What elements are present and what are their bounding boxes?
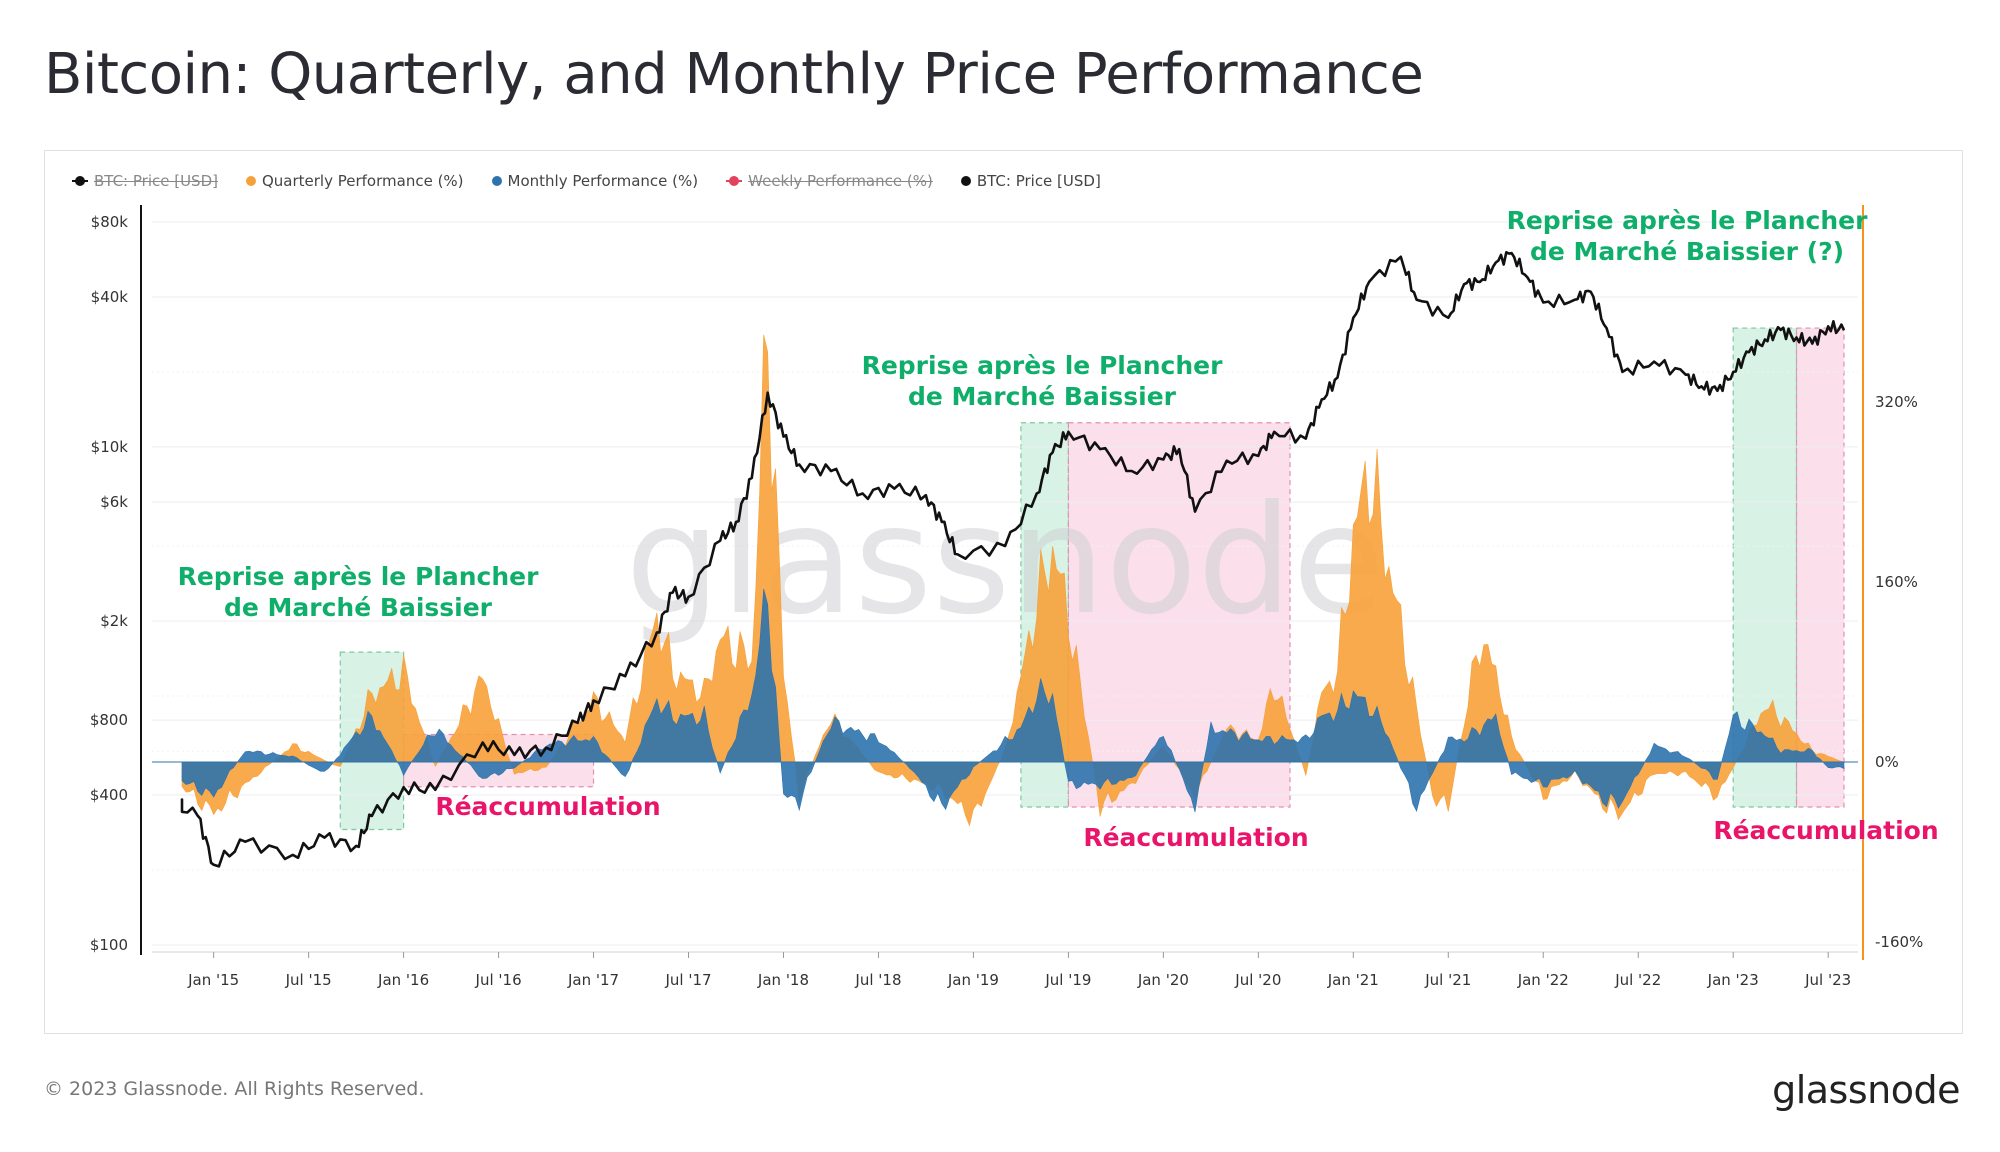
- y-right-tick-label: 0%: [1875, 753, 1899, 771]
- legend-label: BTC: Price [USD]: [94, 172, 218, 190]
- x-tick-label: Jan '22: [1517, 971, 1569, 989]
- series-area-monthly: [181, 588, 1845, 813]
- watermark-text: glassnode: [625, 474, 1384, 648]
- y-left-tick-label: $40k: [91, 288, 129, 306]
- x-tick-label: Jul '20: [1234, 971, 1281, 989]
- x-tick-label: Jan '21: [1327, 971, 1379, 989]
- annotation-zone-pink: [1795, 327, 1845, 808]
- legend-marker-dot: [491, 176, 502, 186]
- glassnode-logo: glassnode: [1772, 1068, 1960, 1112]
- x-tick-label: Jul '19: [1044, 971, 1091, 989]
- chart-legend: BTC: Price [USD] Quarterly Performance (…: [72, 170, 1101, 192]
- y-left-tick-label: $6k: [100, 493, 128, 511]
- legend-label: BTC: Price [USD]: [976, 172, 1101, 190]
- x-tick-label: Jul '18: [854, 971, 901, 989]
- x-tick-label: Jul '22: [1614, 971, 1661, 989]
- y-left-tick-label: $2k: [100, 612, 128, 630]
- legend-marker-dot: [960, 176, 971, 186]
- legend-item-monthly[interactable]: Monthly Performance (%): [491, 172, 699, 190]
- legend-item-weekly-hidden[interactable]: Weekly Performance (%): [726, 172, 933, 190]
- x-tick-label: Jan '15: [187, 971, 239, 989]
- annotation-label-recovery: Reprise après le Plancher: [178, 562, 540, 591]
- x-tick-label: Jul '16: [475, 971, 522, 989]
- y-right-tick-label: -160%: [1875, 933, 1923, 951]
- annotation-label-recovery-line2: de Marché Baissier: [908, 382, 1177, 411]
- legend-label: Quarterly Performance (%): [261, 172, 464, 190]
- x-tick-label: Jul '15: [285, 971, 332, 989]
- legend-marker-line-dot: [72, 176, 88, 186]
- annotation-label-reaccumulation: Réaccumulation: [1083, 823, 1308, 852]
- legend-marker-line-dot: [726, 176, 743, 186]
- y-left-tick-label: $800: [90, 711, 128, 729]
- copyright-text: © 2023 Glassnode. All Rights Reserved.: [44, 1078, 425, 1100]
- y-right-tick-label: 160%: [1875, 573, 1918, 591]
- annotation-label-reaccumulation: Réaccumulation: [435, 792, 660, 821]
- y-right-tick-label: 320%: [1875, 393, 1918, 411]
- legend-item-btc-price-hidden[interactable]: BTC: Price [USD]: [72, 172, 218, 190]
- x-tick-label: Jan '17: [567, 971, 619, 989]
- x-tick-label: Jan '23: [1707, 971, 1759, 989]
- annotation-label-recovery-line2: de Marché Baissier: [224, 593, 493, 622]
- annotation-label-recovery-line2: de Marché Baissier (?): [1530, 237, 1844, 266]
- annotation-label-reaccumulation: Réaccumulation: [1713, 816, 1938, 845]
- x-tick-label: Jul '21: [1424, 971, 1471, 989]
- x-tick-label: Jan '20: [1137, 971, 1189, 989]
- x-tick-label: Jan '18: [757, 971, 809, 989]
- annotation-label-recovery: Reprise après le Plancher: [1507, 206, 1869, 235]
- legend-marker-dot: [245, 176, 256, 186]
- y-left-tick-label: $10k: [91, 438, 129, 456]
- legend-label: Weekly Performance (%): [748, 172, 933, 190]
- legend-item-btc-price[interactable]: BTC: Price [USD]: [960, 172, 1101, 190]
- x-tick-label: Jul '17: [664, 971, 711, 989]
- y-left-tick-label: $100: [90, 936, 128, 954]
- x-tick-label: Jan '19: [947, 971, 999, 989]
- series-line-btc-price: [180, 251, 1846, 868]
- page-title: Bitcoin: Quarterly, and Monthly Price Pe…: [44, 42, 1424, 107]
- gridlines: [152, 221, 1858, 946]
- y-left-tick-label: $80k: [91, 213, 129, 231]
- x-tick-label: Jan '16: [377, 971, 429, 989]
- legend-item-quarterly[interactable]: Quarterly Performance (%): [245, 172, 464, 190]
- annotation-label-recovery: Reprise après le Plancher: [862, 351, 1224, 380]
- x-tick-label: Jul '23: [1804, 971, 1851, 989]
- y-left-tick-label: $400: [90, 786, 128, 804]
- legend-label: Monthly Performance (%): [507, 172, 699, 190]
